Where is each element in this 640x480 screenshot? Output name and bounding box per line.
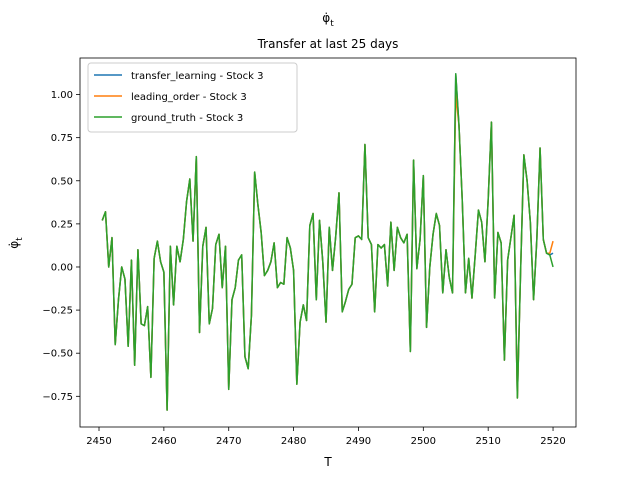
y-tick-label: −0.50 [42,349,73,360]
y-tick-label: 0.00 [51,262,73,273]
x-tick-label: 2450 [86,436,111,447]
x-axis-label: T [323,455,332,469]
y-tick-label: −0.25 [42,306,73,317]
chart-subtitle: Transfer at last 25 days [257,37,399,51]
x-tick-label: 2490 [346,436,371,447]
legend-label: transfer_learning - Stock 3 [131,71,263,82]
y-tick-label: 0.75 [51,133,73,144]
legend: transfer_learning - Stock 3 leading_order… [87,62,298,133]
y-tick-label: 0.50 [51,176,73,187]
x-tick-label: 2470 [216,436,241,447]
x-tick-label: 2520 [540,436,565,447]
x-tick-label: 2460 [151,436,176,447]
series-line [101,73,554,411]
x-tick-label: 2500 [411,436,436,447]
x-tick-label: 2510 [475,436,500,447]
y-label-subscript: t [15,237,25,241]
y-tick-label: 0.25 [51,219,73,230]
legend-box [87,62,298,133]
y-axis-label: φ̇t [7,237,25,249]
plot-frame [79,57,577,428]
title-symbol: φ̇ [322,11,330,25]
chart-title: φ̇t [322,11,334,29]
y-tick-label: −0.75 [42,392,73,403]
y-label-symbol: φ̇ [7,241,21,249]
x-tick-label: 2480 [281,436,306,447]
y-tick-label: 1.00 [51,90,73,101]
legend-label: ground_truth - Stock 3 [131,113,243,124]
title-subscript: t [330,19,334,29]
legend-label: leading_order - Stock 3 [131,92,247,103]
